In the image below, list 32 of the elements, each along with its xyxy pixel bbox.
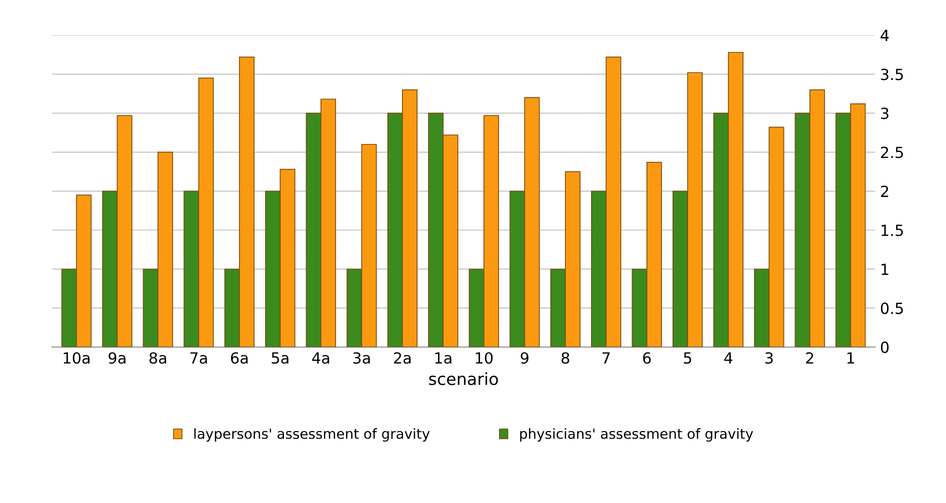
x-axis-title: scenario [429, 372, 498, 386]
x-tick-label: 1 [847, 352, 854, 364]
x-tick-label: 4a [312, 352, 330, 364]
x-tick-label: 2a [394, 352, 411, 364]
x-tick-label: 10 [476, 352, 493, 364]
x-tick-label: 7a [190, 352, 207, 364]
x-tick-label: 6a [230, 352, 248, 364]
x-tick-label: 9a [108, 352, 126, 364]
x-tick-label: 1a [435, 352, 452, 364]
legend-label: laypersons' assessment of gravity [194, 428, 430, 442]
x-tick-label: 8 [562, 352, 570, 364]
x-tick-label: 2 [806, 352, 814, 364]
x-tick-label: 8a [149, 352, 166, 364]
y-tick-label: 0.5 [880, 302, 903, 314]
y-tick-label: 2.5 [881, 146, 903, 158]
y-tick-label: 4 [880, 30, 889, 42]
y-tick-label: 1 [882, 264, 888, 275]
x-tick-label: 6 [643, 352, 651, 364]
x-tick-label: 3 [765, 352, 773, 364]
y-tick-label: 3.5 [881, 68, 903, 80]
legend-label: physicians' assessment of gravity [520, 428, 754, 442]
x-tick-label: 5 [684, 352, 692, 364]
y-tick-label: 0 [880, 342, 889, 354]
x-tick-label: 5a [272, 352, 288, 364]
x-tick-label: 9 [520, 352, 528, 364]
x-tick-label: 10a [64, 352, 90, 364]
x-tick-label: 4 [724, 352, 732, 364]
x-tick-label: 7 [602, 352, 610, 364]
y-tick-label: 1.5 [882, 224, 903, 236]
y-tick-label: 2 [881, 186, 888, 197]
x-tick-label: 3a [353, 352, 370, 364]
y-tick-label: 3 [881, 108, 888, 120]
